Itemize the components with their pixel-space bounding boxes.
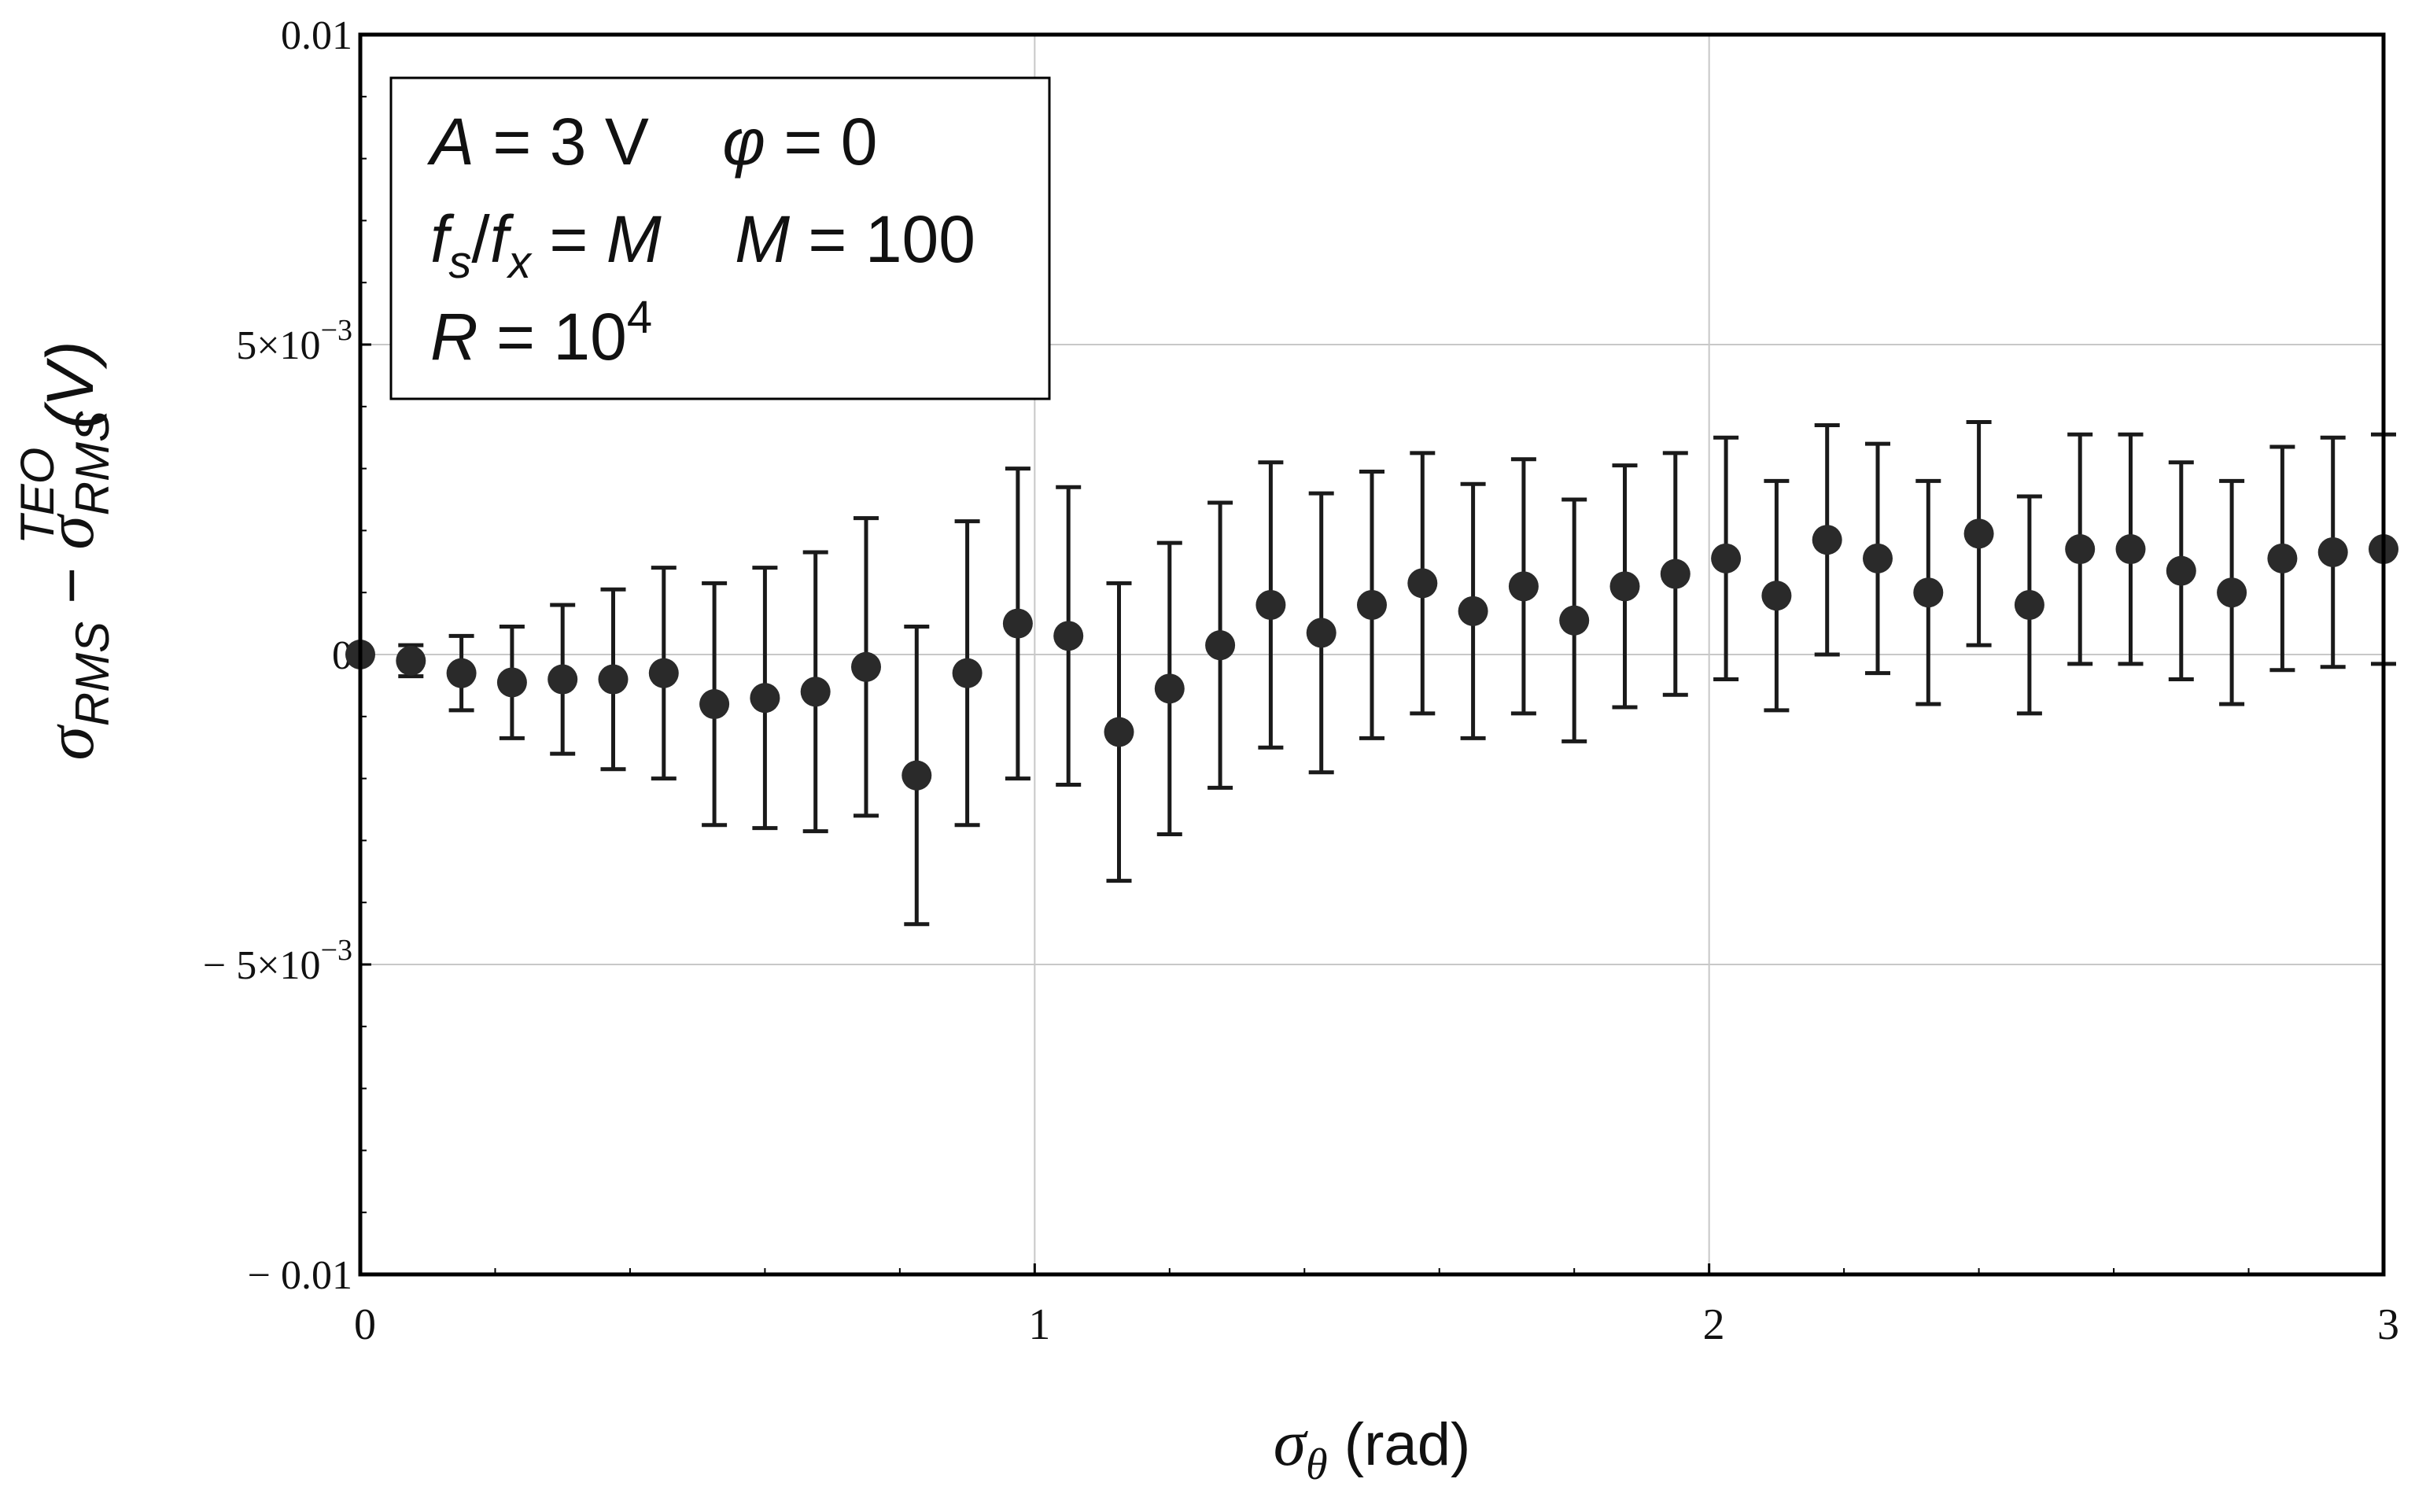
legend-segment: = 100 [790,202,975,276]
y-axis-ticks: 0.015×10−30− 5×10−3− 0.01 [203,13,371,1298]
data-point [1002,608,1033,639]
x-label-unit: (rad) [1328,1411,1471,1478]
y-label-subscript-2: RMS [66,411,119,515]
legend-line: R = 104 [430,292,652,374]
x-axis-label: σθ (rad) [1274,1407,1471,1489]
y-tick-label-base: 5×10 [236,323,320,368]
data-point [1154,673,1185,704]
data-point [1559,605,1590,636]
y-label-symbol-2: σ [32,513,109,550]
legend-segment: 4 [627,292,652,343]
data-point [2014,589,2044,620]
x-tick-label: 1 [1028,1300,1050,1349]
data-point [901,760,932,791]
data-point [699,689,730,720]
data-point [1609,571,1640,602]
data-point [1458,596,1488,626]
data-point [1508,571,1539,602]
data-point [1357,589,1387,620]
legend-segment: s [448,237,471,288]
data-point [2267,543,2298,573]
data-point [952,658,983,688]
data-point [1660,559,1690,589]
data-point [1104,717,1134,747]
y-axis-label: σRMS − σRMSTEO (V) [11,341,119,760]
data-points [345,420,2398,927]
data-point [1812,525,1842,555]
data-point [396,645,426,676]
data-point [2217,577,2247,608]
legend-frame [389,76,1051,400]
legend-segment: = 3 V [474,105,722,179]
data-point [1306,618,1337,648]
data-point [1761,581,1792,611]
y-tick-label: − 5×10−3 [203,934,352,988]
y-label-subscript: RMS [66,621,119,726]
x-label-symbol: σ [1274,1407,1309,1480]
y-label-symbol: σ [32,724,109,761]
data-point [648,658,679,688]
y-tick-label: 0.01 [281,13,352,58]
x-tick-label: 3 [2377,1300,2399,1349]
legend-segment: M [735,202,790,276]
data-point [1963,518,1994,549]
x-tick-label: 0 [354,1300,376,1349]
legend-segment: φ [722,105,765,179]
y-tick-label-exponent: −3 [321,934,352,967]
plot-frame [358,32,2386,1277]
data-point [2317,537,2348,567]
y-tick-label-base: − 5×10 [203,943,321,988]
data-point [1711,543,1742,573]
data-point [800,677,831,707]
y-label-minus: − [36,550,106,621]
y-label-unit: (V) [33,341,107,447]
data-point [2115,534,2146,565]
legend-line: A = 3 V φ = 0 [426,105,877,179]
data-point [750,683,780,714]
legend-segment: R [430,300,478,374]
data-point [496,667,527,698]
data-point [1255,589,1286,620]
legend-segment: A [426,105,474,179]
y-tick-label-base: 0.01 [281,13,352,58]
y-label-superscript: TEO [11,448,64,544]
legend-segment [662,202,735,276]
legend-segment: M [606,202,662,276]
legend-segment: / [471,202,490,276]
y-tick-label-exponent: −3 [321,314,352,347]
y-tick-label: − 0.01 [248,1253,352,1298]
legend-segment: = 10 [478,300,627,374]
legend-line: fs/fx = M M = 100 [430,202,975,288]
data-point [2166,555,2196,586]
data-point [1863,543,1893,573]
y-tick-label: 5×10−3 [236,314,352,368]
legend-segment: = 0 [765,105,877,179]
legend-segment: = [531,202,606,276]
data-point [1205,630,1236,661]
data-point [1407,568,1438,599]
data-point [2065,534,2096,565]
legend-segment: x [506,237,533,288]
y-tick-label-base: − 0.01 [248,1253,352,1298]
x-tick-label: 2 [1703,1300,1725,1349]
data-point [446,658,477,688]
data-point [851,651,881,682]
data-point [598,664,629,695]
data-point [1913,577,1944,608]
x-label-subscript: θ [1306,1440,1328,1489]
data-point [1053,621,1084,651]
data-point [548,664,578,695]
x-axis-ticks: 0 1 2 3 [354,1263,2399,1349]
